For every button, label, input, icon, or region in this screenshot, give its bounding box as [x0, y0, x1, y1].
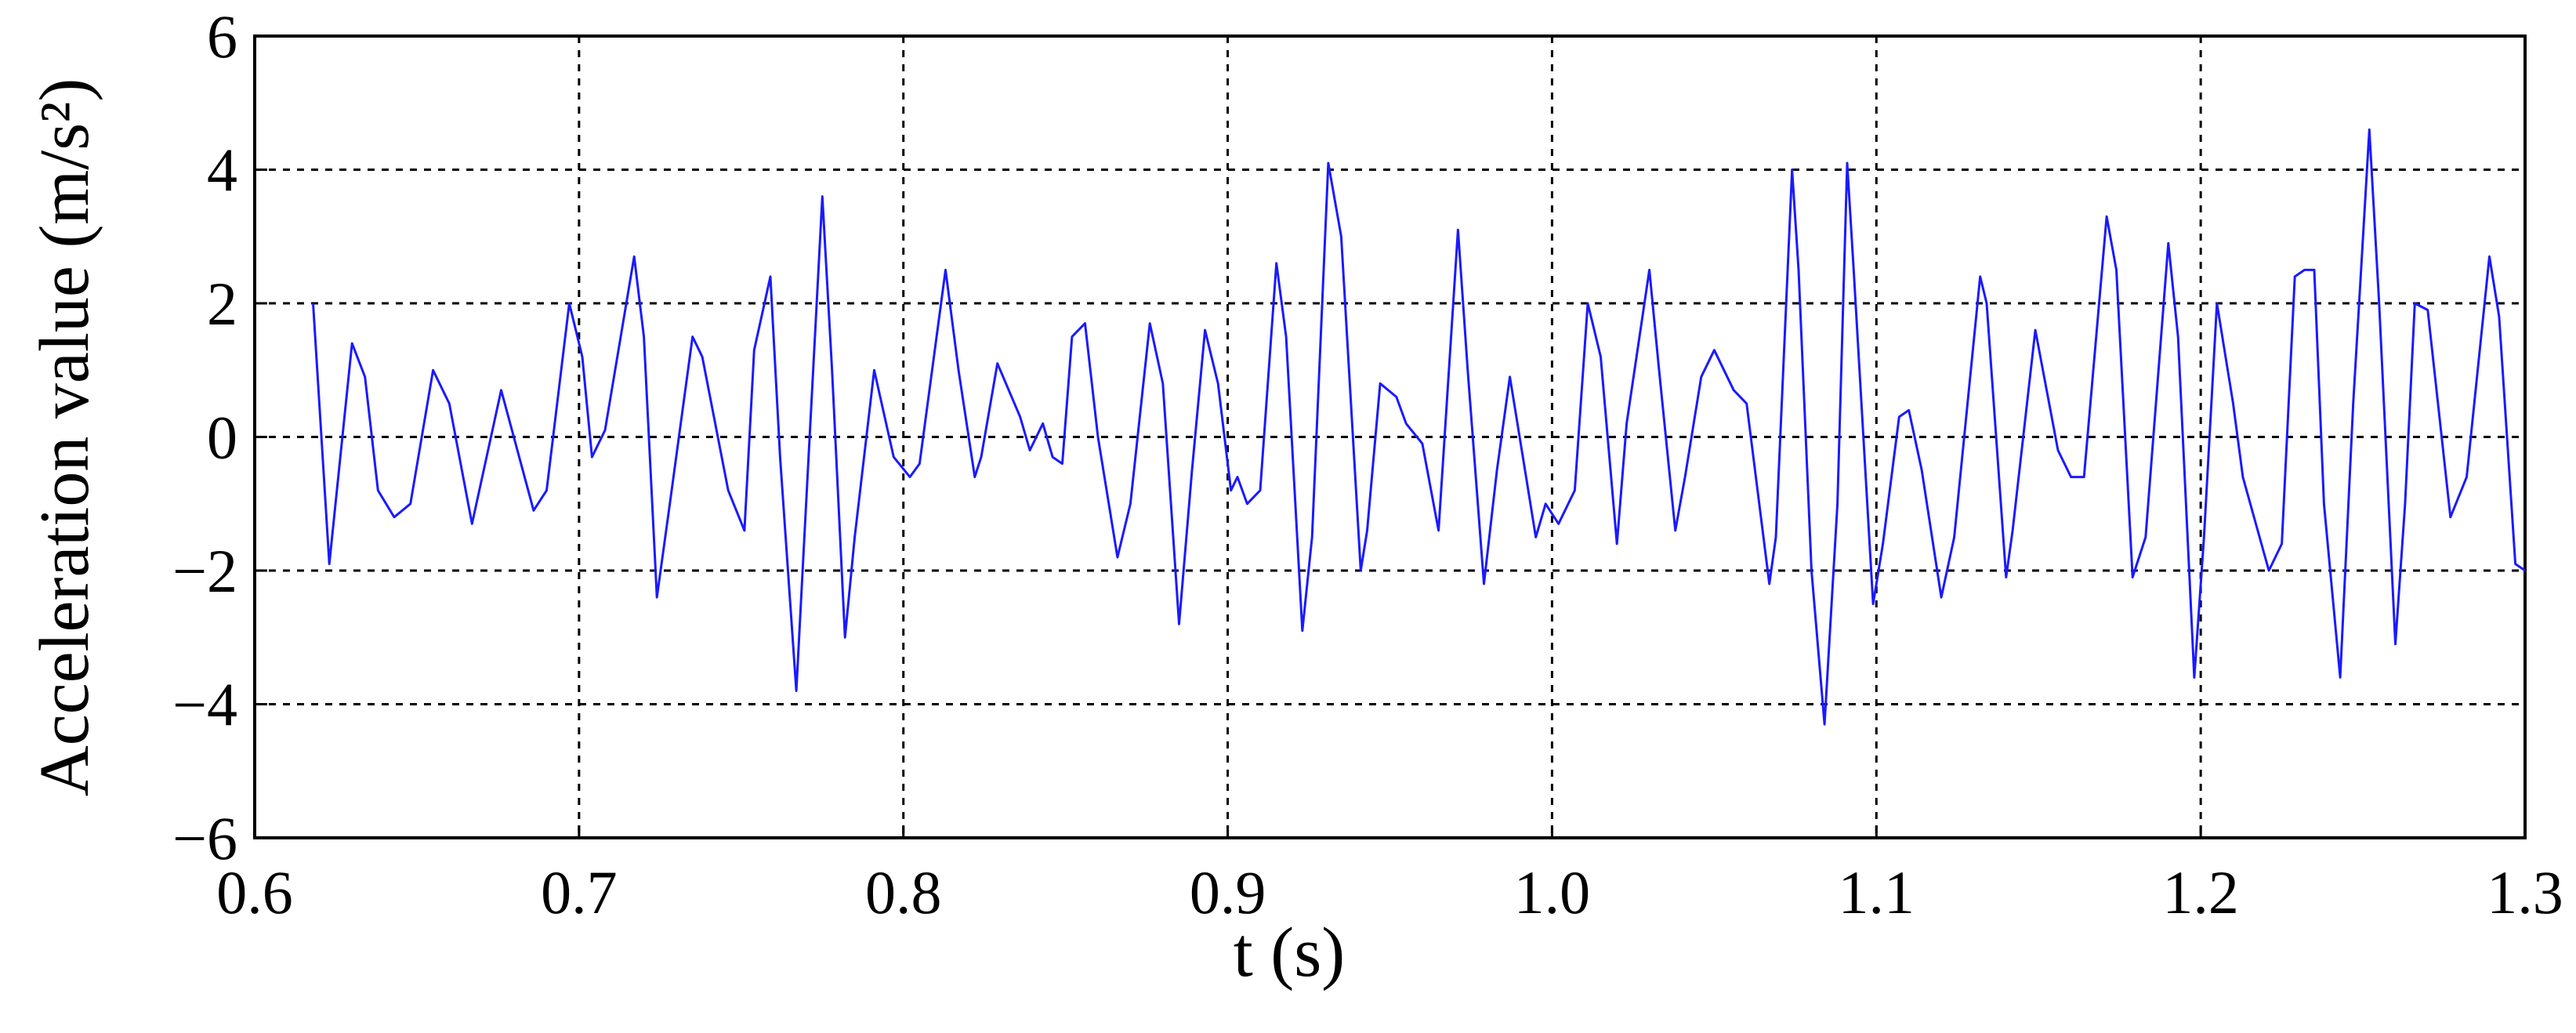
- x-tick-label: 1.1: [1839, 858, 1915, 926]
- y-tick-label: 2: [207, 270, 237, 338]
- x-axis-title: t (s): [1234, 914, 1345, 991]
- x-tick-label: 0.8: [865, 858, 942, 926]
- x-tick-label: 1.0: [1514, 858, 1591, 926]
- plot-frame: [253, 34, 2527, 839]
- y-axis-title: Acceleration value (m/s²): [26, 78, 103, 797]
- y-tick-label: 4: [207, 136, 237, 205]
- x-tick-label: 0.9: [1190, 858, 1266, 926]
- x-tick-label: 1.2: [2162, 858, 2239, 926]
- x-tick-label: 1.3: [2487, 858, 2563, 926]
- y-tick-label: −2: [172, 537, 237, 605]
- y-tick-label: 0: [207, 404, 237, 472]
- y-tick-label: 6: [207, 2, 237, 71]
- x-tick-label: 0.7: [541, 858, 618, 926]
- x-tick-label: 0.6: [216, 858, 293, 926]
- y-tick-label: −6: [172, 804, 237, 872]
- y-tick-label: −4: [172, 671, 237, 739]
- data-line: [312, 128, 2526, 726]
